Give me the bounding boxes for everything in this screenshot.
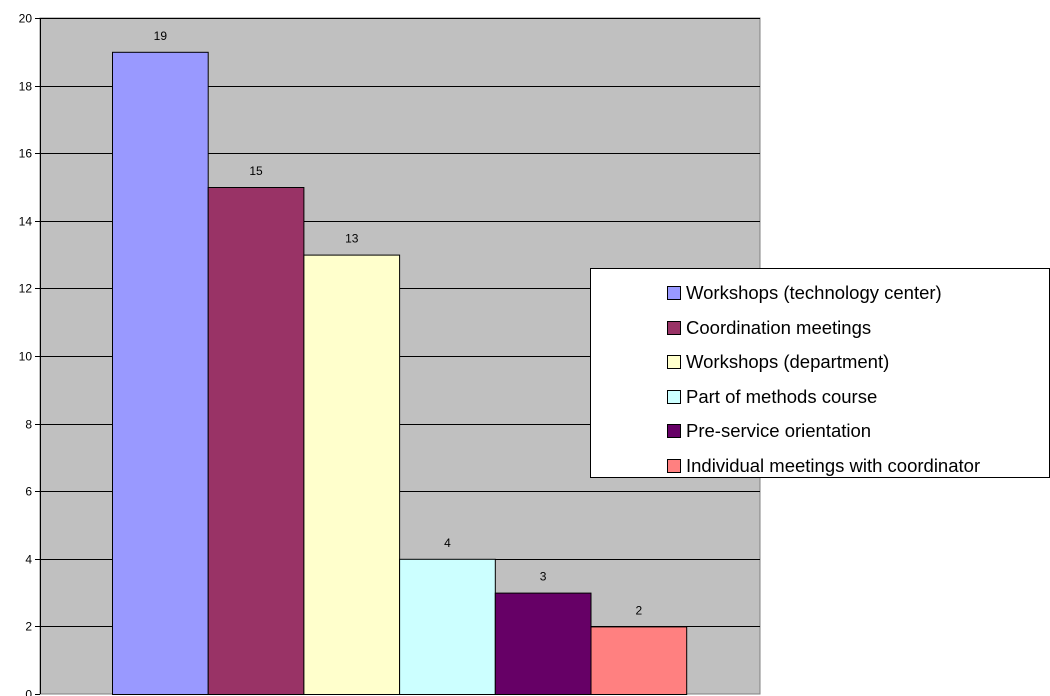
legend-label: Pre-service orientation bbox=[686, 420, 872, 442]
legend-label: Part of methods course bbox=[686, 385, 878, 407]
bar bbox=[494, 592, 592, 695]
y-tick-label: 16 bbox=[19, 147, 33, 161]
legend-label: Workshops (technology center) bbox=[686, 282, 942, 304]
legend-item: Pre-service orientation bbox=[667, 414, 1049, 449]
y-tick-label: 14 bbox=[19, 215, 33, 229]
y-tick-label: 4 bbox=[25, 553, 32, 567]
legend-label: Coordination meetings bbox=[686, 316, 872, 338]
y-tick-label: 0 bbox=[25, 688, 32, 696]
y-tick-label: 2 bbox=[25, 620, 32, 634]
data-label: 3 bbox=[540, 570, 547, 584]
legend-swatch bbox=[667, 320, 681, 335]
data-label: 13 bbox=[345, 232, 359, 246]
data-label: 4 bbox=[444, 536, 451, 550]
legend-swatch bbox=[667, 355, 681, 370]
bar bbox=[399, 558, 496, 695]
y-tick-label: 18 bbox=[19, 80, 33, 94]
legend-item: Workshops (department) bbox=[667, 345, 1049, 380]
bar bbox=[590, 626, 688, 696]
legend-swatch bbox=[667, 389, 681, 404]
y-tick-label: 8 bbox=[25, 418, 32, 432]
y-tick-label: 6 bbox=[25, 485, 32, 499]
y-tick-label: 20 bbox=[19, 12, 33, 26]
data-label: 19 bbox=[154, 29, 168, 43]
bar bbox=[207, 187, 305, 695]
data-label: 2 bbox=[636, 603, 643, 617]
legend-swatch bbox=[667, 286, 681, 301]
y-tick-label: 12 bbox=[19, 282, 33, 296]
legend-item: Workshops (technology center) bbox=[667, 276, 1049, 311]
legend-swatch bbox=[667, 424, 681, 439]
legend-item: Coordination meetings bbox=[667, 311, 1049, 346]
chart-legend: Workshops (technology center) Coordinatio… bbox=[590, 268, 1050, 478]
legend-item: Individual meetings with coordinator bbox=[667, 449, 1049, 484]
legend-swatch bbox=[667, 458, 681, 473]
y-tick-label: 10 bbox=[19, 350, 33, 364]
legend-item: Part of methods course bbox=[667, 380, 1049, 415]
bar bbox=[303, 254, 401, 695]
legend-label: Workshops (department) bbox=[686, 351, 890, 373]
data-label: 15 bbox=[249, 164, 263, 178]
legend-label: Individual meetings with coordinator bbox=[686, 454, 981, 476]
bar bbox=[112, 51, 209, 696]
